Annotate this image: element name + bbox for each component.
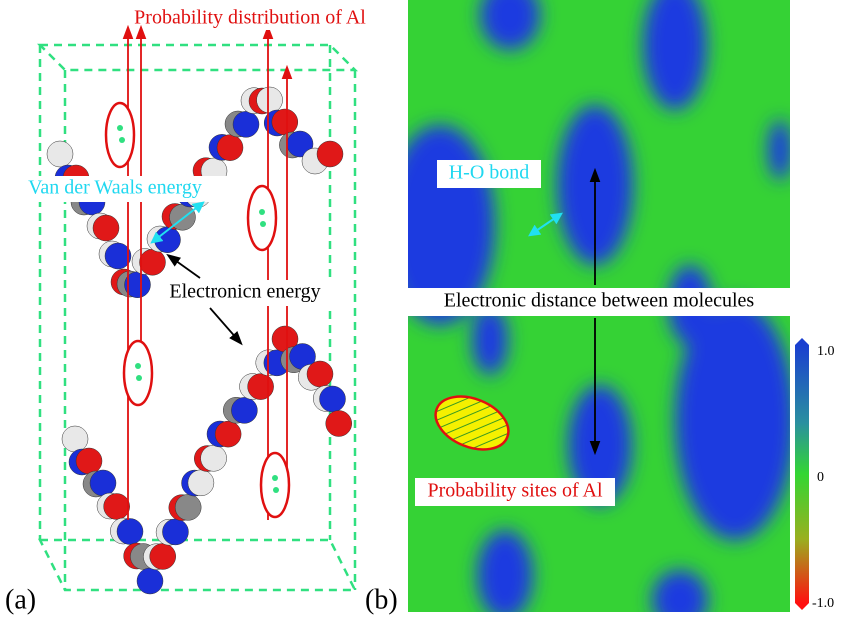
atom	[248, 374, 274, 400]
atom	[201, 445, 227, 471]
colorbar-tick: 0	[817, 470, 824, 485]
atom	[140, 249, 166, 275]
distance-label: Electronic distance between molecules	[444, 290, 755, 312]
atom	[326, 411, 352, 437]
atom	[162, 519, 188, 545]
atom	[76, 448, 102, 474]
molecules	[47, 87, 352, 594]
panel-label: (a)	[5, 584, 36, 615]
atom	[272, 109, 298, 135]
atom	[188, 470, 214, 496]
colorbar	[795, 345, 809, 603]
atom	[104, 494, 130, 520]
atom	[47, 141, 73, 167]
atom	[257, 87, 283, 113]
sites-label: Probability sites of Al	[428, 480, 603, 502]
atom	[93, 215, 119, 241]
colorbar-tick: -1.0	[812, 596, 834, 611]
atom	[317, 141, 343, 167]
atom	[233, 111, 259, 137]
atom	[62, 426, 88, 452]
energy-label: Electronicn energy	[169, 281, 320, 303]
atom	[215, 421, 241, 447]
panel-label: (b)	[365, 584, 398, 615]
bond-label: H-O bond	[449, 162, 530, 184]
colorbar-tick: 1.0	[817, 344, 835, 359]
atom	[137, 568, 163, 594]
figure: Probability distribution of Al Van der W…	[0, 0, 846, 622]
atom	[307, 361, 333, 387]
vdw-label: Van der Waals energy	[28, 177, 202, 199]
atom	[90, 470, 116, 496]
atom	[217, 135, 243, 161]
panel-title: Probability distribution of Al	[134, 7, 366, 29]
atom	[320, 386, 346, 412]
atom	[117, 519, 143, 545]
energy-arrow	[210, 308, 238, 340]
panel-b: Electronic distance between molecules H-…	[365, 0, 835, 622]
colorbar-cap	[795, 603, 809, 610]
atom	[175, 494, 201, 520]
energy-arrow	[172, 258, 200, 278]
atom	[231, 397, 257, 423]
colorbar-cap	[795, 338, 809, 345]
atom	[150, 543, 176, 569]
panel-a: Probability distribution of Al Van der W…	[0, 7, 366, 616]
